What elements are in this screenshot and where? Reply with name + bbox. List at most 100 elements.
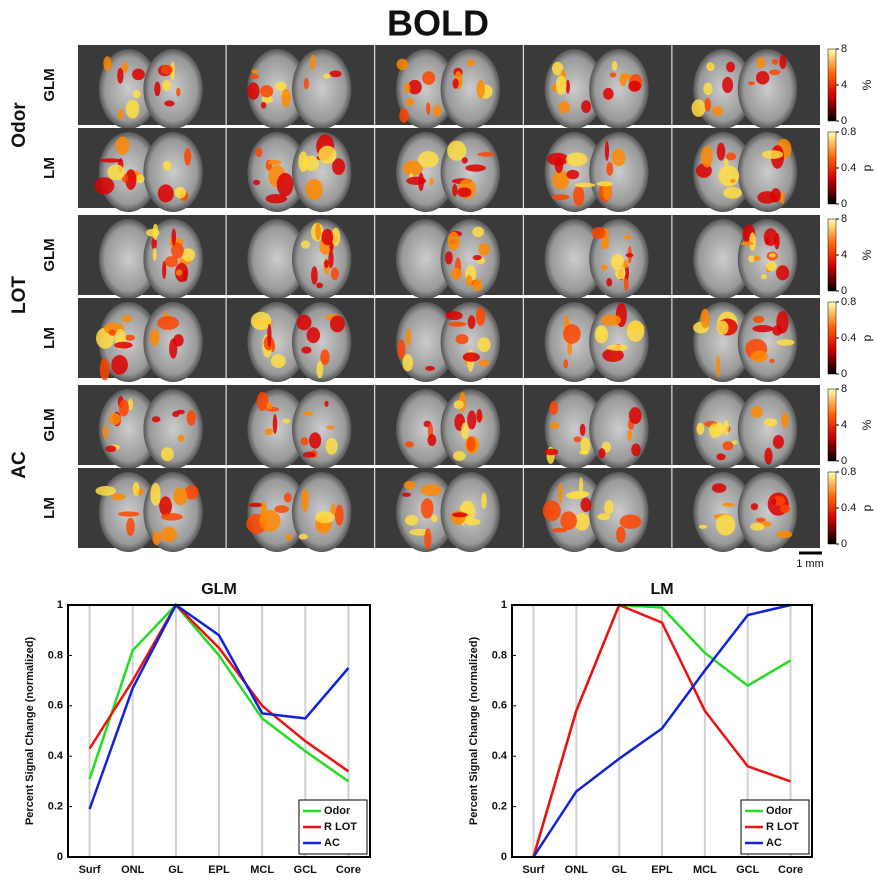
activation-blob <box>271 354 286 368</box>
activation-blob <box>255 148 262 158</box>
group-label: LOT <box>9 276 30 314</box>
activation-blob <box>453 451 466 461</box>
y-tick-label: 0.2 <box>492 801 507 813</box>
activation-blob <box>122 315 132 322</box>
activation-blob <box>601 264 608 270</box>
activation-blob <box>631 444 641 457</box>
activation-blob <box>581 100 591 113</box>
activation-blob <box>552 528 568 532</box>
activation-blob <box>712 483 726 493</box>
activation-blob <box>282 89 291 108</box>
activation-blob <box>559 101 570 113</box>
activation-blob <box>161 65 173 75</box>
activation-blob <box>756 57 765 68</box>
activation-blob <box>119 399 129 416</box>
x-tick-label: EPL <box>651 864 673 876</box>
activation-blob <box>402 492 411 496</box>
colorbar-tick-label: 8 <box>841 43 847 55</box>
group-label: AC <box>9 451 30 479</box>
colorbar-tick-label: 0.8 <box>841 126 856 138</box>
activation-blob <box>773 435 784 449</box>
colorbar-tick-label: 0.8 <box>841 466 856 478</box>
legend-label: R LOT <box>324 821 357 833</box>
activation-blob <box>406 177 426 185</box>
activation-blob <box>780 504 790 513</box>
activation-blob <box>421 498 434 518</box>
activation-blob <box>472 227 484 238</box>
activation-blob <box>260 85 273 97</box>
brain-right <box>589 132 648 212</box>
activation-blob <box>722 77 733 93</box>
activation-blob <box>777 530 793 538</box>
activation-blob <box>158 184 174 202</box>
activation-blob <box>627 430 632 441</box>
activation-blob <box>730 179 735 183</box>
activation-blob <box>114 342 133 349</box>
activation-blob <box>324 260 329 268</box>
y-tick-label: 0.8 <box>48 649 63 661</box>
activation-blob <box>598 448 605 458</box>
activation-blob <box>405 98 414 106</box>
activation-blob <box>629 407 642 424</box>
activation-blob <box>769 69 780 75</box>
activation-blob <box>776 339 794 346</box>
activation-blob <box>481 493 486 510</box>
activation-blob <box>448 322 466 327</box>
activation-blob <box>566 153 588 167</box>
activation-blob <box>764 418 777 426</box>
colorbar <box>828 132 836 204</box>
activation-blob <box>465 518 481 525</box>
activation-blob <box>761 274 767 279</box>
colorbar <box>828 219 836 291</box>
activation-blob <box>329 71 341 78</box>
activation-blob <box>699 525 708 529</box>
activation-blob <box>566 492 586 499</box>
activation-blob <box>610 72 616 77</box>
activation-blob <box>404 83 411 93</box>
activation-blob <box>607 344 628 350</box>
activation-blob <box>316 283 323 289</box>
activation-blob <box>580 498 591 512</box>
activation-blob <box>772 498 777 505</box>
activation-blob <box>776 311 788 334</box>
y-tick-label: 0.8 <box>492 649 507 661</box>
x-tick-label: GL <box>168 864 184 876</box>
activation-blob <box>566 80 570 94</box>
colorbar-tick-label: 8 <box>841 383 847 395</box>
x-tick-label: ONL <box>565 864 589 876</box>
activation-blob <box>476 409 482 423</box>
activation-blob <box>161 447 174 461</box>
activation-blob <box>597 181 613 186</box>
activation-blob <box>430 177 434 185</box>
activation-blob <box>473 255 482 260</box>
activation-blob <box>544 449 558 456</box>
y-tick-label: 1 <box>57 599 63 611</box>
colorbar-unit: % <box>860 249 874 260</box>
colorbar <box>828 389 836 461</box>
activation-blob <box>723 187 742 199</box>
activation-blob <box>463 352 480 361</box>
activation-blob <box>153 224 159 240</box>
activation-blob <box>750 523 764 531</box>
legend-label: AC <box>766 837 782 849</box>
x-tick-label: MCL <box>250 864 274 876</box>
activation-blob <box>133 90 141 99</box>
activation-blob <box>174 187 185 199</box>
colorbar-unit: p <box>860 164 874 171</box>
activation-blob <box>109 413 121 425</box>
activation-blob <box>247 82 259 99</box>
activation-blob <box>125 335 135 341</box>
activation-blob <box>605 141 609 161</box>
activation-blob <box>161 513 183 521</box>
activation-blob <box>467 410 476 429</box>
activation-blob <box>556 76 567 95</box>
method-label: LM <box>41 157 58 179</box>
activation-blob <box>601 314 621 325</box>
activation-blob <box>595 325 608 343</box>
activation-blob <box>716 355 720 378</box>
activation-blob <box>261 102 266 109</box>
x-tick-label: EPL <box>208 864 230 876</box>
colorbar-unit: % <box>860 79 874 90</box>
activation-blob <box>273 414 278 434</box>
activation-blob <box>173 334 184 346</box>
